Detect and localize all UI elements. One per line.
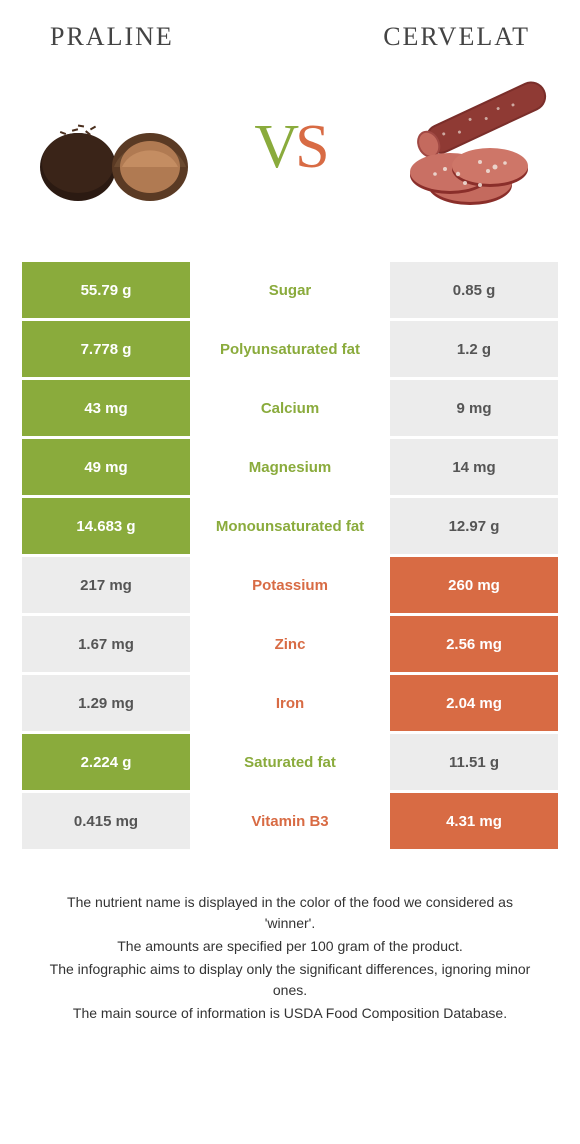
value-left: 217 mg <box>22 557 190 613</box>
value-left: 1.67 mg <box>22 616 190 672</box>
nutrient-label: Vitamin B3 <box>190 793 390 849</box>
value-right: 260 mg <box>390 557 558 613</box>
cervelat-image <box>360 72 560 222</box>
value-left: 43 mg <box>22 380 190 436</box>
value-left: 14.683 g <box>22 498 190 554</box>
value-right: 4.31 mg <box>390 793 558 849</box>
value-right: 2.04 mg <box>390 675 558 731</box>
value-right: 11.51 g <box>390 734 558 790</box>
hero-row: VS <box>0 62 580 262</box>
nutrient-table: 55.79 gSugar0.85 g7.778 gPolyunsaturated… <box>0 262 580 849</box>
table-row: 1.29 mgIron2.04 mg <box>22 675 558 731</box>
value-right: 2.56 mg <box>390 616 558 672</box>
nutrient-label: Polyunsaturated fat <box>190 321 390 377</box>
nutrient-label: Calcium <box>190 380 390 436</box>
note-line: The main source of information is USDA F… <box>40 1003 540 1024</box>
vs-v: V <box>254 116 295 178</box>
table-row: 43 mgCalcium9 mg <box>22 380 558 436</box>
table-row: 1.67 mgZinc2.56 mg <box>22 616 558 672</box>
table-row: 49 mgMagnesium14 mg <box>22 439 558 495</box>
note-line: The nutrient name is displayed in the co… <box>40 892 540 934</box>
table-row: 217 mgPotassium260 mg <box>22 557 558 613</box>
nutrient-label: Monounsaturated fat <box>190 498 390 554</box>
praline-image <box>20 72 220 222</box>
note-line: The infographic aims to display only the… <box>40 959 540 1001</box>
value-right: 9 mg <box>390 380 558 436</box>
nutrient-label: Magnesium <box>190 439 390 495</box>
value-left: 1.29 mg <box>22 675 190 731</box>
nutrient-label: Sugar <box>190 262 390 318</box>
value-left: 7.778 g <box>22 321 190 377</box>
praline-icon <box>30 77 210 217</box>
footer-notes: The nutrient name is displayed in the co… <box>0 852 580 1024</box>
title-left: Praline <box>50 22 174 52</box>
nutrient-label: Iron <box>190 675 390 731</box>
value-right: 14 mg <box>390 439 558 495</box>
value-right: 0.85 g <box>390 262 558 318</box>
vs-label: VS <box>254 116 325 178</box>
value-left: 49 mg <box>22 439 190 495</box>
nutrient-label: Saturated fat <box>190 734 390 790</box>
table-row: 0.415 mgVitamin B34.31 mg <box>22 793 558 849</box>
vs-s: S <box>295 116 325 178</box>
table-row: 2.224 gSaturated fat11.51 g <box>22 734 558 790</box>
value-left: 0.415 mg <box>22 793 190 849</box>
value-left: 2.224 g <box>22 734 190 790</box>
value-left: 55.79 g <box>22 262 190 318</box>
note-line: The amounts are specified per 100 gram o… <box>40 936 540 957</box>
table-row: 14.683 gMonounsaturated fat12.97 g <box>22 498 558 554</box>
table-row: 7.778 gPolyunsaturated fat1.2 g <box>22 321 558 377</box>
table-row: 55.79 gSugar0.85 g <box>22 262 558 318</box>
value-right: 1.2 g <box>390 321 558 377</box>
comparison-infographic: Praline Cervelat <box>0 0 580 1024</box>
title-right: Cervelat <box>383 22 530 52</box>
cervelat-icon <box>370 77 550 217</box>
titles-row: Praline Cervelat <box>0 0 580 62</box>
value-right: 12.97 g <box>390 498 558 554</box>
nutrient-label: Potassium <box>190 557 390 613</box>
nutrient-label: Zinc <box>190 616 390 672</box>
